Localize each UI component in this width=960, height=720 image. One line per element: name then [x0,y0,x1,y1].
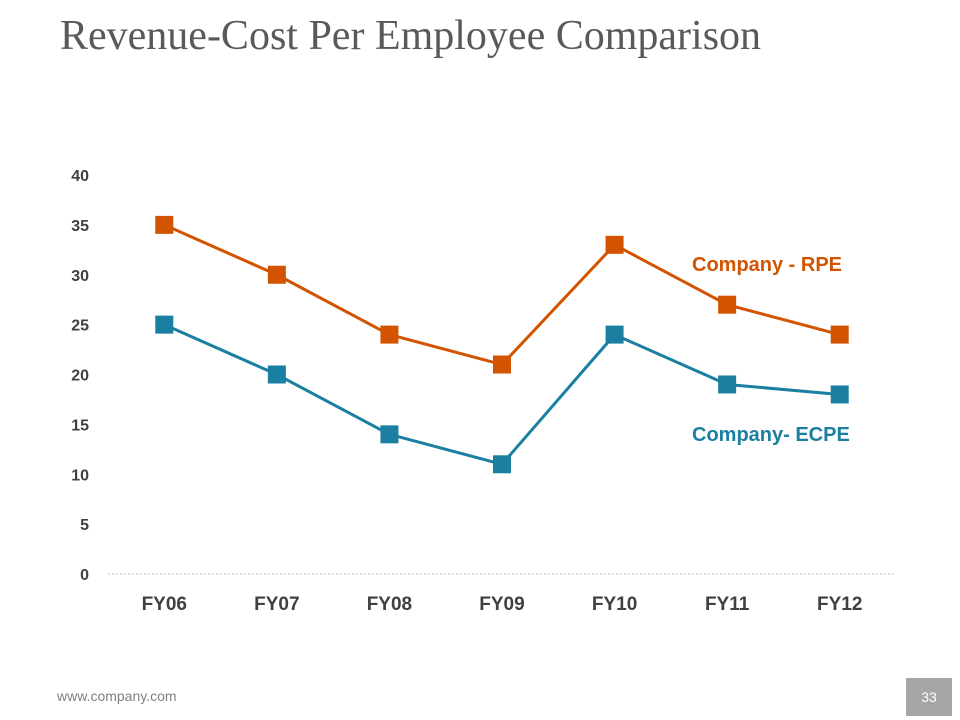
data-point-marker [493,355,511,374]
x-tick-label: FY10 [592,594,637,615]
slide-title: Revenue-Cost Per Employee Comparison [60,13,762,59]
footer-url: www.company.com [57,688,177,704]
data-point-marker [155,315,174,334]
data-point-marker [830,325,849,344]
x-tick-label: FY11 [705,594,750,615]
data-point-marker [830,385,849,404]
series-label: Company- ECPE [692,424,850,446]
y-tick-label: 20 [71,368,89,385]
data-point-marker [718,295,737,314]
data-point-marker [267,365,286,384]
series-label: Company - RPE [692,254,842,276]
x-tick-label: FY12 [817,594,862,615]
data-point-marker [267,265,286,284]
data-point-marker [493,455,511,474]
series-line-1 [163,223,841,367]
y-tick-label: 30 [71,268,89,285]
y-tick-label: 10 [71,467,89,484]
x-tick-label: FY08 [367,594,412,615]
y-tick-label: 0 [80,567,89,584]
y-tick-label: 35 [71,218,89,235]
y-tick-label: 40 [71,168,89,185]
x-tick-label: FY09 [479,594,524,615]
y-tick-label: 15 [71,417,89,434]
data-point-marker [605,235,624,254]
page-number: 33 [906,678,952,716]
y-tick-label: 25 [71,318,89,335]
data-point-marker [605,325,624,344]
data-point-marker [155,215,174,234]
x-tick-label: FY06 [142,594,187,615]
y-tick-label: 5 [80,517,89,534]
data-point-marker [718,375,737,394]
data-point-marker [380,325,399,344]
x-tick-label: FY07 [254,594,299,615]
data-point-marker [380,425,399,444]
